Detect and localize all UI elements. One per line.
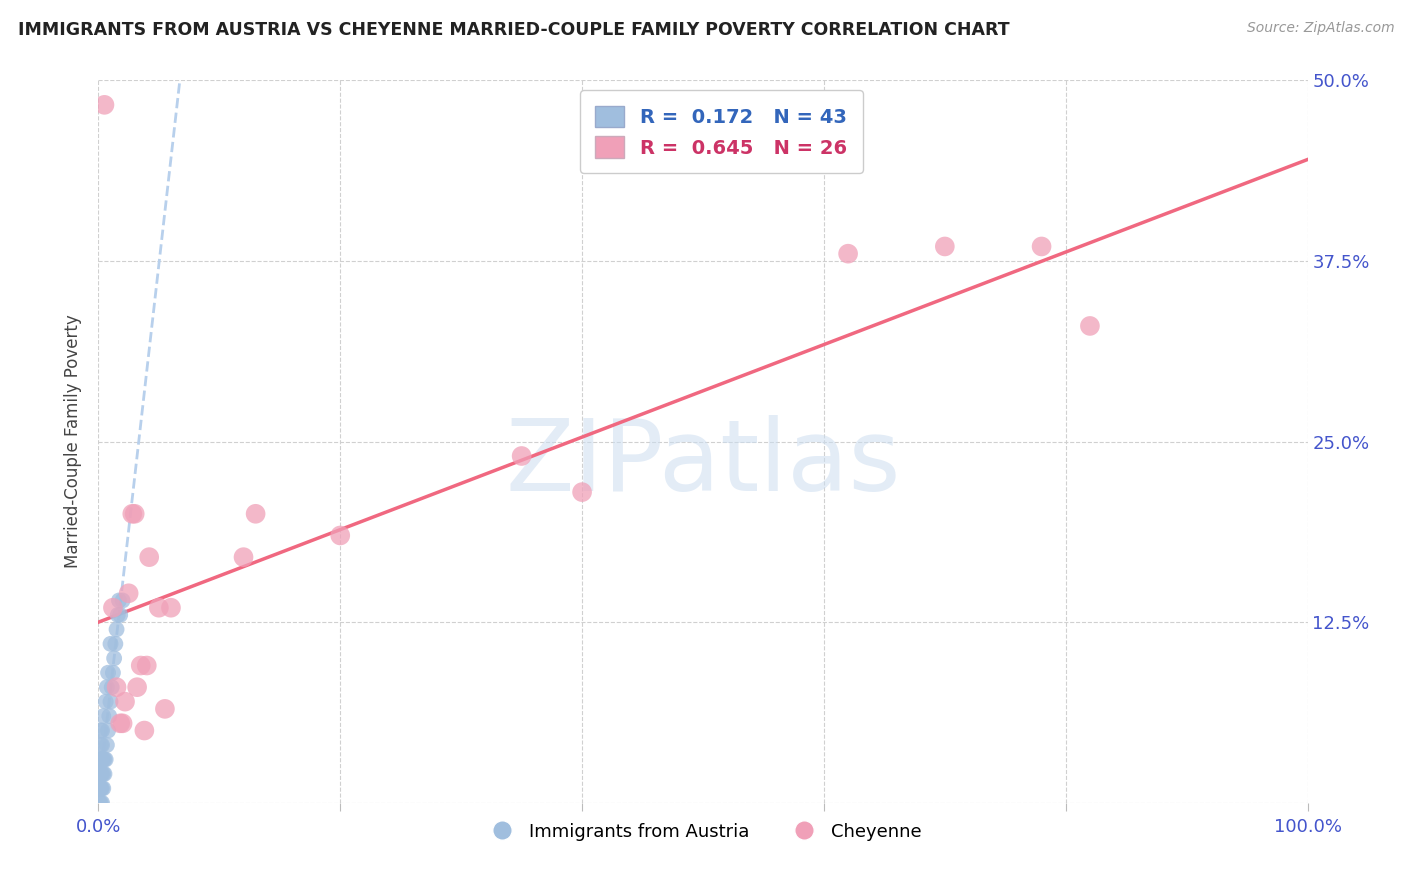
Point (118, 586, 141, 600)
Text: Source: ZipAtlas.com: Source: ZipAtlas.com (1247, 21, 1395, 35)
Point (93, 752, 115, 766)
Point (91, 767, 114, 781)
Point (153, 702, 176, 716)
Point (100, 637, 122, 651)
Point (98, 709, 121, 723)
Point (94, 752, 117, 766)
Point (148, 600, 170, 615)
Point (93, 98, 115, 112)
Point (107, 607, 129, 622)
Point (101, 665, 124, 680)
Point (124, 507, 146, 521)
Point (134, 723, 156, 738)
Point (571, 485, 593, 500)
Point (329, 528, 352, 542)
Point (934, 239, 956, 253)
Point (90, 781, 112, 796)
Point (121, 507, 143, 521)
Point (91, 709, 114, 723)
Point (89, 752, 111, 766)
Point (837, 246, 859, 260)
Point (108, 593, 131, 607)
Point (91, 781, 114, 796)
Point (89, 796, 111, 810)
Point (90, 767, 112, 781)
Point (103, 651, 125, 665)
Point (160, 600, 183, 615)
Point (91, 781, 114, 796)
Text: ZIPatlas: ZIPatlas (505, 415, 901, 512)
Point (100, 680, 122, 694)
Point (90, 738, 112, 752)
Y-axis label: Married-Couple Family Poverty: Married-Couple Family Poverty (65, 315, 83, 568)
Point (90, 752, 112, 766)
Point (105, 680, 128, 694)
Point (89, 781, 111, 796)
Point (129, 658, 152, 673)
Point (96, 738, 118, 752)
Point (97, 723, 120, 738)
Point (90, 796, 112, 810)
Point (127, 680, 149, 694)
Point (90, 767, 112, 781)
Point (90, 781, 112, 796)
Point (93, 767, 115, 781)
Text: IMMIGRANTS FROM AUSTRIA VS CHEYENNE MARRIED-COUPLE FAMILY POVERTY CORRELATION CH: IMMIGRANTS FROM AUSTRIA VS CHEYENNE MARR… (18, 21, 1010, 38)
Point (91, 767, 114, 781)
Point (245, 507, 267, 521)
Point (90, 723, 112, 738)
Point (104, 637, 127, 651)
Point (232, 550, 254, 565)
Point (89, 767, 111, 781)
Point (94, 695, 117, 709)
Point (108, 716, 131, 731)
Point (89, 781, 111, 796)
Legend: Immigrants from Austria, Cheyenne: Immigrants from Austria, Cheyenne (477, 815, 929, 848)
Point (100, 695, 122, 709)
Point (1078, 318, 1101, 333)
Point (108, 607, 131, 622)
Point (101, 600, 124, 615)
Point (91, 723, 114, 738)
Point (97, 665, 120, 680)
Point (138, 550, 160, 565)
Point (91, 796, 114, 810)
Point (91, 752, 114, 766)
Point (111, 593, 134, 607)
Point (1031, 239, 1053, 253)
Point (96, 680, 118, 694)
Point (111, 716, 134, 731)
Point (114, 695, 136, 709)
Point (91, 738, 114, 752)
Point (91, 752, 114, 766)
Point (510, 449, 533, 463)
Point (105, 623, 128, 637)
Point (135, 658, 157, 673)
